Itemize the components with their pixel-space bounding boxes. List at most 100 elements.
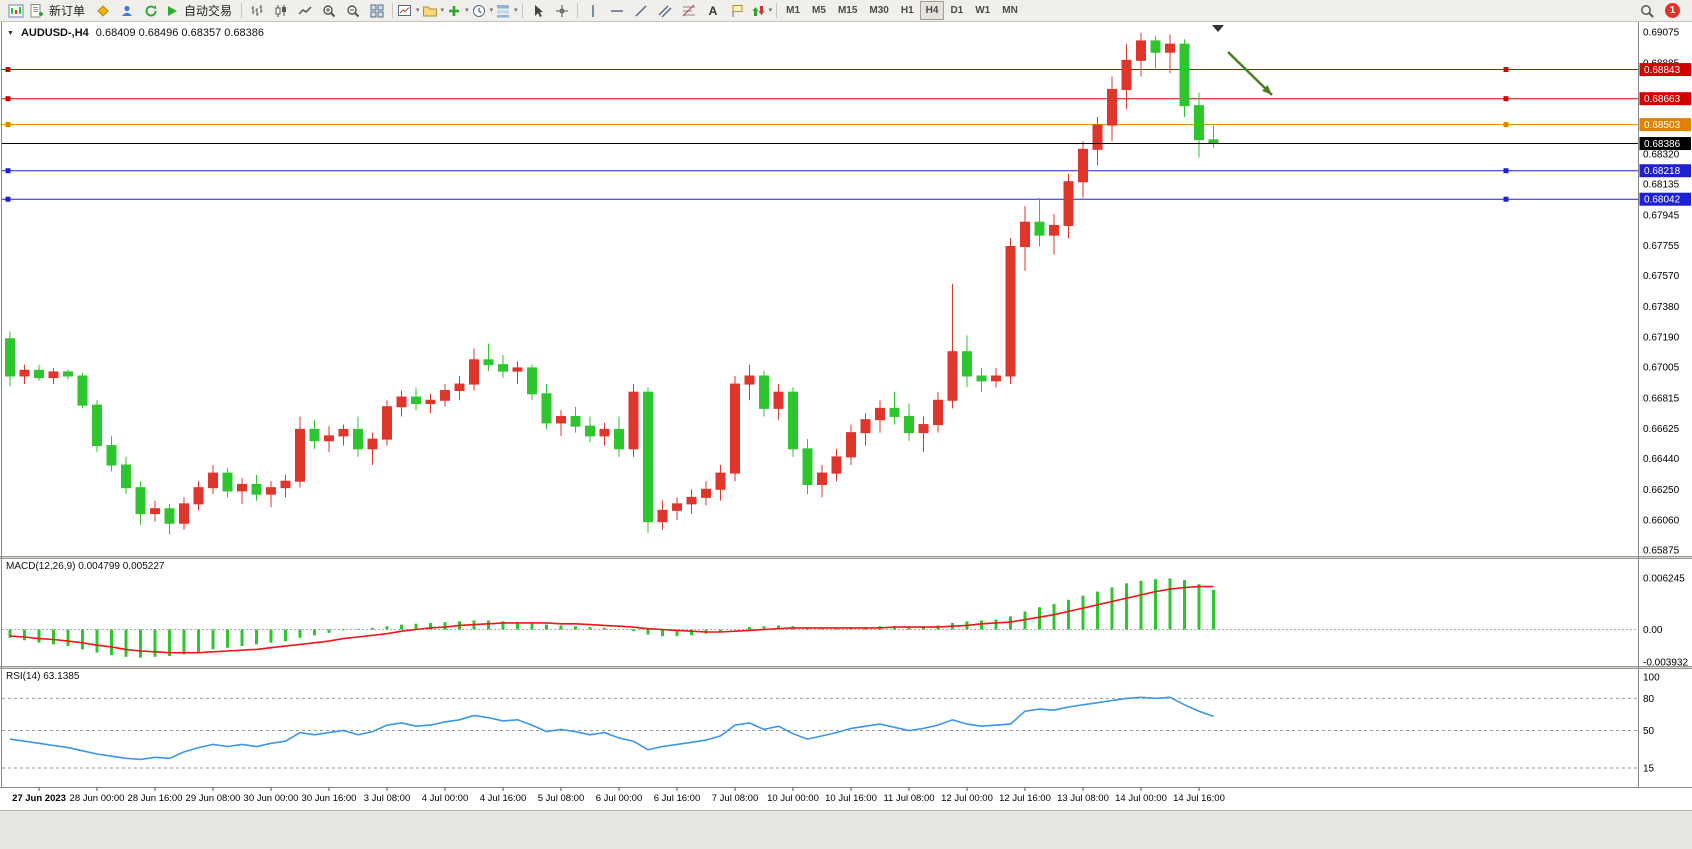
time-axis-label: 14 Jul 16:00 [1173,793,1225,804]
collapse-icon[interactable]: ▼ [7,29,14,37]
trend-arrow-annotation[interactable] [1227,51,1273,96]
candle-body [773,391,784,409]
new-chart-button[interactable]: ▾ [396,0,421,22]
candle-body [962,351,972,377]
price-line-handle[interactable] [5,67,11,73]
timeframe-m30-button[interactable]: M30 [869,5,889,16]
candle-body [92,404,102,447]
vertical-line-button[interactable] [581,0,605,22]
new-order-icon [30,3,43,17]
timeframe-m1-button[interactable]: M1 [786,5,801,16]
candle-body [34,369,44,379]
price-axis-label: 0.66815 [1643,393,1680,404]
price-axis-label: 0.67755 [1643,241,1680,252]
channel-button[interactable] [653,0,677,22]
chart-shift-marker[interactable] [1212,25,1224,32]
horizontal-line-button[interactable] [605,0,629,22]
timeframe-w1-button[interactable]: W1 [975,5,991,16]
price-axis-label: 0.66250 [1643,485,1680,496]
price-axis-label: 0.67380 [1643,302,1680,313]
price-line-handle[interactable] [5,168,11,174]
price-tag-label: 0.68042 [1644,195,1681,206]
candle-body [454,383,465,392]
metaeditor-icon [97,4,109,17]
candle-body [425,399,436,405]
indicators-button[interactable]: ▾ [445,0,470,22]
templates-button[interactable]: ▾ [494,0,519,22]
timeframe-h1-button[interactable]: H1 [900,5,914,16]
candle-body [135,487,146,515]
candle-body [831,456,842,474]
price-line-handle[interactable] [5,96,11,102]
trendline-button[interactable] [629,0,653,22]
time-axis-label: 10 Jul 00:00 [767,793,819,804]
text-label-icon [732,4,743,17]
time-axis-label: 3 Jul 08:00 [364,793,410,804]
chart-window-button[interactable] [4,0,28,22]
candle-body [1165,43,1175,53]
tile-windows-button[interactable] [365,0,389,22]
shapes-button[interactable]: ▾ [749,0,774,22]
candle-body [193,487,204,505]
vertical-line-icon [591,4,594,17]
text-icon: A [708,4,717,18]
timeframe-h4-button[interactable]: H4 [919,1,945,20]
metaeditor-button[interactable] [91,0,115,22]
timeframe-d1-button[interactable]: D1 [950,5,964,16]
candle-body [976,375,987,382]
candle-body [338,428,349,437]
rsi-line [9,696,1214,761]
candlestick-chart-button[interactable] [269,0,293,22]
price-line-handle[interactable] [1503,67,1509,73]
new-order-button[interactable]: 新订单 [28,0,91,22]
timeframe-m5-button[interactable]: M5 [812,5,826,16]
time-axis-label: 29 Jun 08:00 [186,793,241,804]
toolbar-separator [241,3,243,18]
time-axis-label: 13 Jul 08:00 [1057,793,1109,804]
candle-body [1107,88,1117,126]
price-line-handle[interactable] [1503,122,1509,128]
zoom-out-button[interactable] [341,0,365,22]
symbol-period-label: AUDUSD-,H4 [20,27,89,39]
panel-separator[interactable] [0,556,1692,559]
community-button[interactable] [115,0,139,22]
candle-body [918,424,929,434]
price-tag [1639,92,1691,106]
price-line-handle[interactable] [5,122,11,128]
line-chart-button[interactable] [293,0,317,22]
candle-body [164,508,175,524]
auto-trading-button[interactable]: 自动交易 [163,0,238,22]
price-line-handle[interactable] [1503,196,1509,202]
periods-button[interactable]: ▾ [470,0,495,22]
panel-separator[interactable] [0,666,1692,669]
crosshair-button[interactable] [550,0,574,22]
candle-body [556,415,566,424]
refresh-button[interactable] [139,0,163,22]
svg-text:A: A [708,4,717,18]
zoom-in-button[interactable] [317,0,341,22]
price-axis-label: 0.68135 [1643,180,1680,191]
timeframe-m15-button[interactable]: M15 [837,5,858,16]
price-axis-label: 0.69075 [1643,28,1680,39]
price-line-handle[interactable] [1503,168,1509,174]
fibonacci-button[interactable] [677,0,701,22]
candle-body [802,448,813,485]
profiles-button[interactable]: ▾ [421,0,446,22]
time-axis-label: 30 Jun 00:00 [244,793,299,804]
chevron-down-icon: ▾ [416,7,420,14]
notification-badge[interactable]: 1 [1665,3,1680,18]
text-label-button[interactable] [725,0,749,22]
bars-chart-button[interactable] [245,0,269,22]
text-button[interactable]: A [701,0,725,22]
timeframe-mn-button[interactable]: MN [1002,5,1018,16]
candle-body [643,391,653,523]
search-icon[interactable] [1639,3,1655,19]
chart-canvas[interactable]: 0.690750.688850.683200.681350.679450.677… [0,22,1692,810]
candle-body [570,415,581,427]
price-line-handle[interactable] [5,196,11,202]
chevron-down-icon: ▾ [440,7,445,14]
cursor-button[interactable] [526,0,550,22]
candle-body [222,472,233,492]
channel-icon [658,5,672,17]
price-line-handle[interactable] [1503,96,1509,102]
